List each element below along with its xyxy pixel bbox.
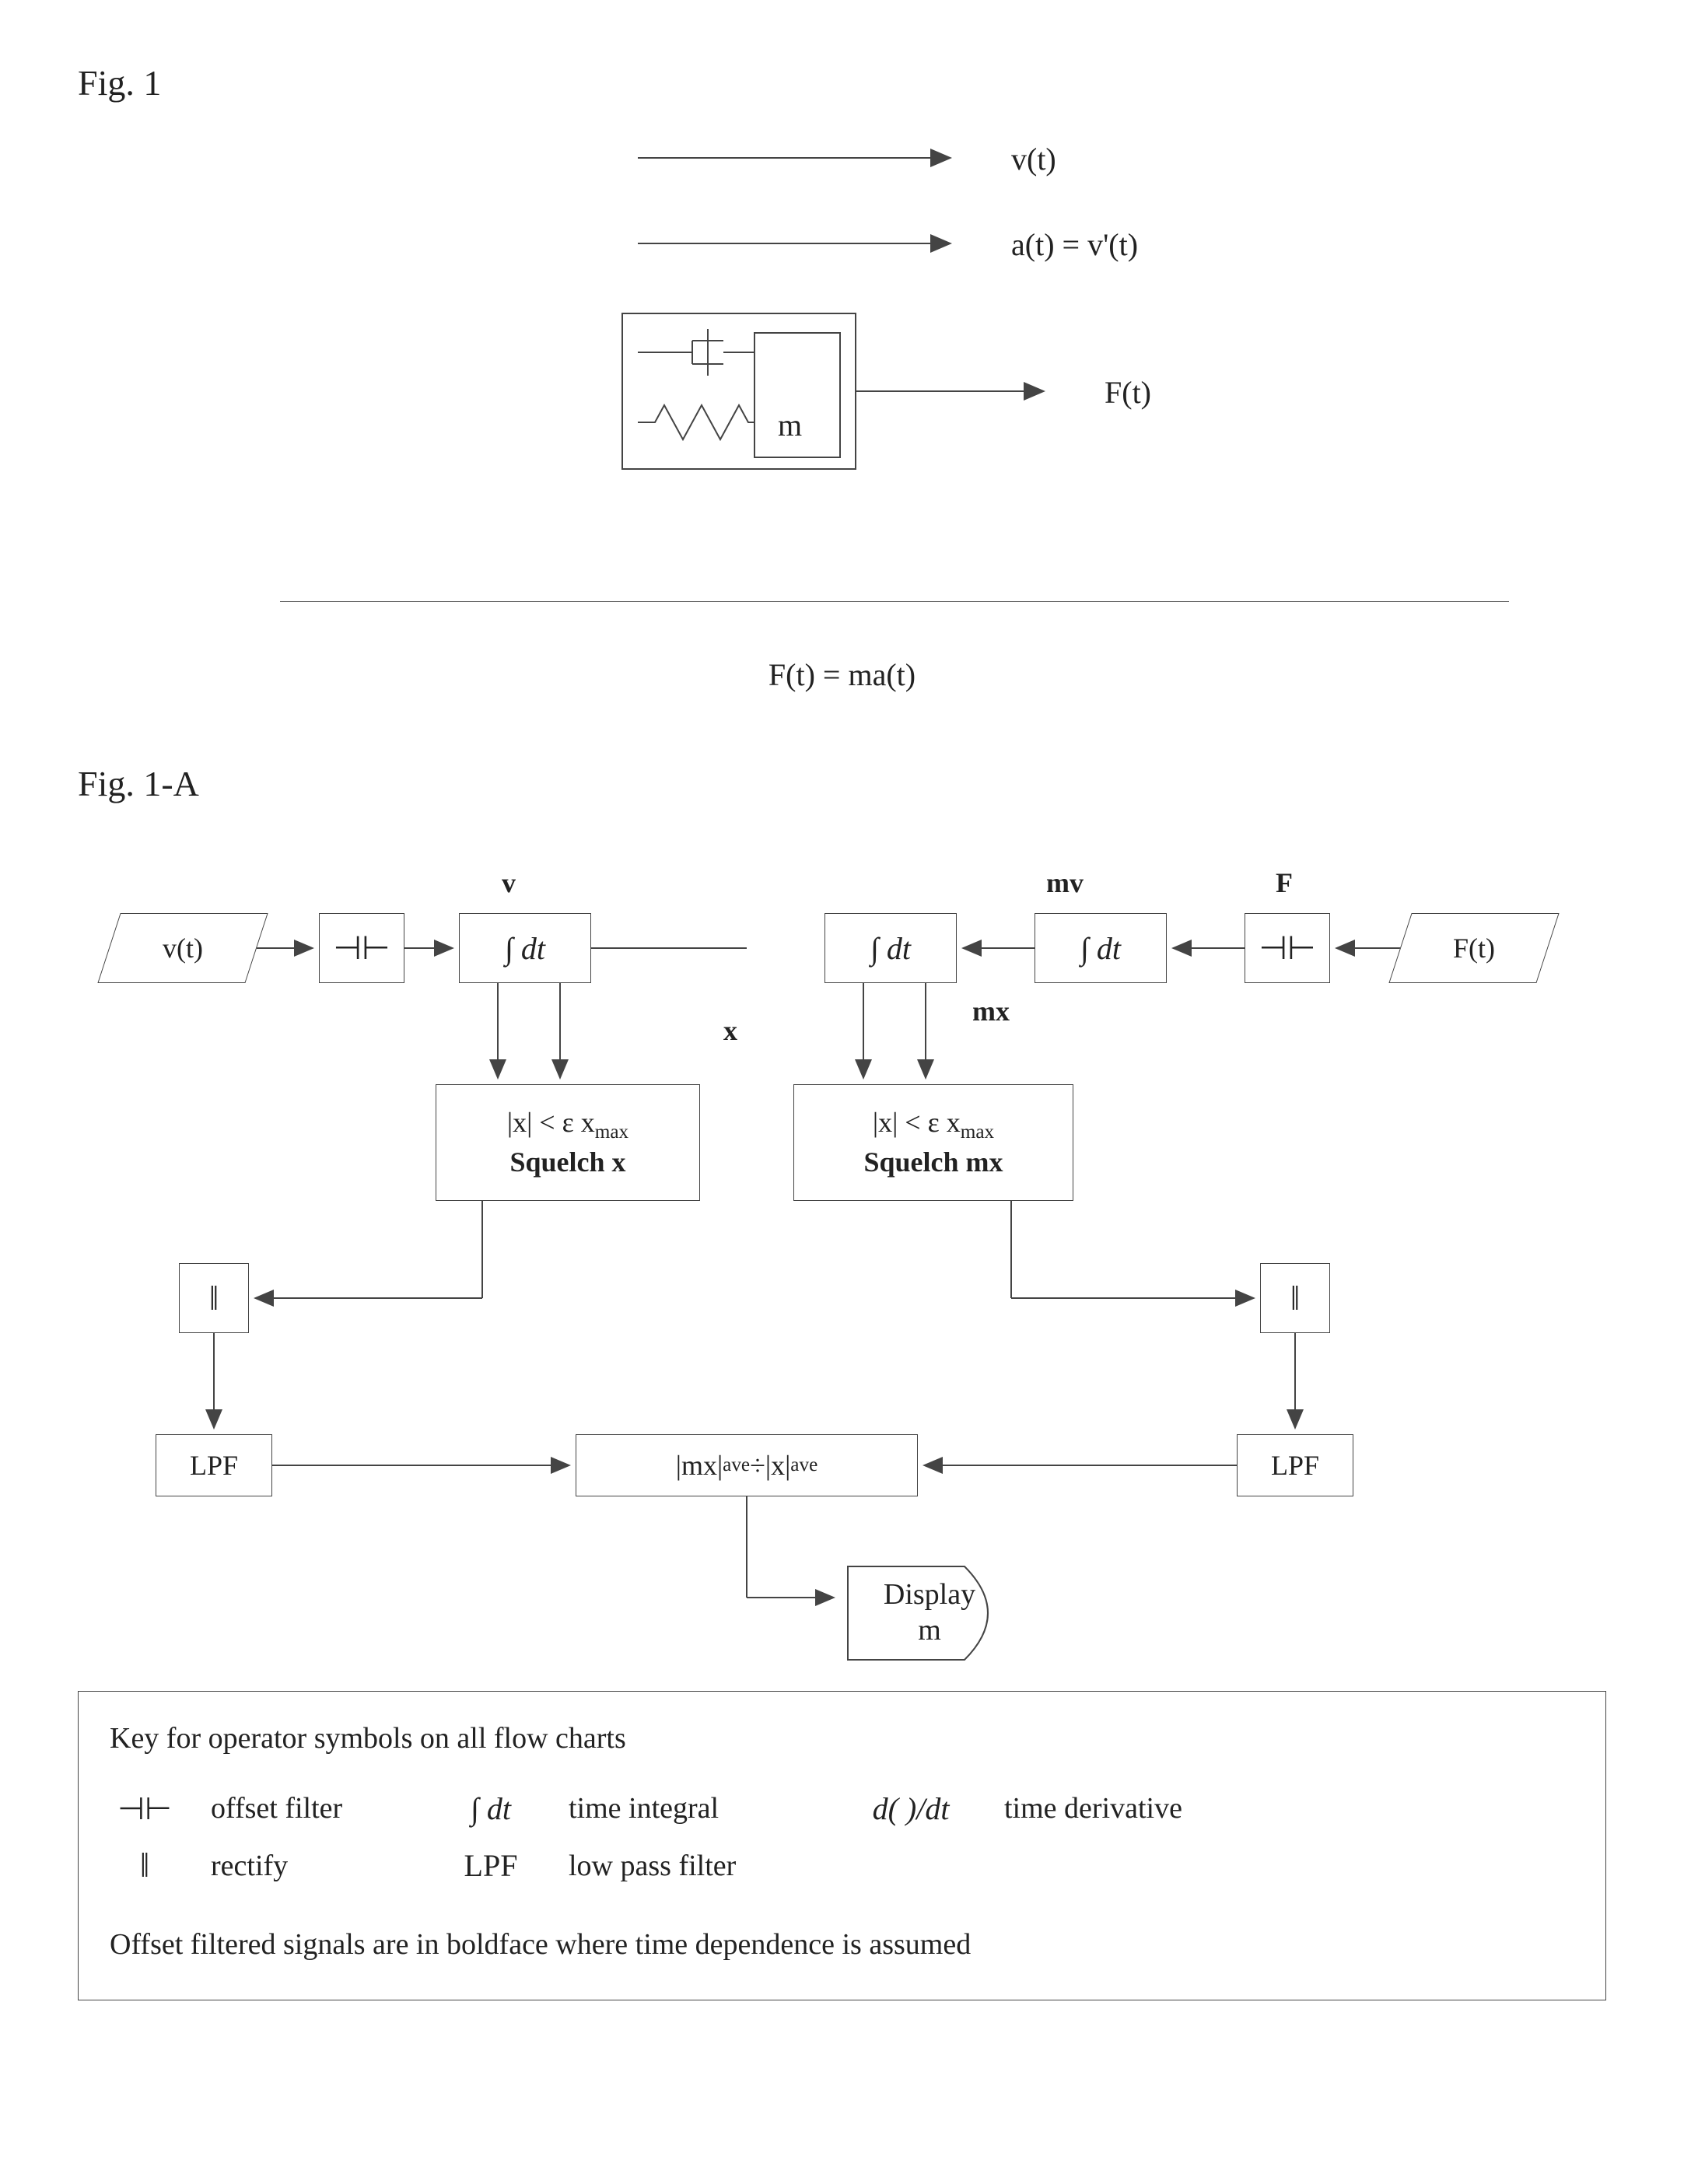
rectify-right: ‖: [1260, 1263, 1330, 1333]
annot-mv: mv: [1046, 866, 1084, 899]
key-deriv-icon: d( )/dt: [849, 1784, 973, 1834]
annot-x: x: [723, 1014, 737, 1047]
squelch-mx: |x| < ε xmax Squelch mx: [793, 1084, 1073, 1201]
key-offset-icon: ⊣⊢: [110, 1784, 180, 1834]
key-lpf-icon: LPF: [444, 1841, 537, 1891]
key-rectify-label: rectify: [211, 1843, 413, 1890]
fig1-svg: [78, 119, 1606, 539]
input-v-label: v(t): [163, 932, 203, 964]
integral-left: ∫ dt: [459, 913, 591, 983]
divider-node: |mx|ave ÷ |x|ave: [576, 1434, 918, 1496]
key-panel: Key for operator symbols on all flow cha…: [78, 1691, 1606, 2000]
fig1-label: Fig. 1: [78, 62, 1606, 103]
display-line1: Display: [884, 1577, 975, 1613]
squelch-mx-cond: |x| < ε xmax: [873, 1105, 994, 1145]
key-title: Key for operator symbols on all flow cha…: [110, 1715, 1574, 1762]
fig1-equation: F(t) = ma(t): [78, 656, 1606, 693]
annot-v: v: [502, 866, 516, 899]
display-node: Display m: [840, 1559, 1019, 1668]
lpf-right: LPF: [1237, 1434, 1353, 1496]
display-line2: m: [918, 1613, 941, 1649]
key-integral-label: time integral: [569, 1785, 817, 1832]
fig1-mass-label: m: [778, 407, 802, 443]
input-v: v(t): [97, 913, 268, 983]
offset-filter-left: ⊣⊢: [319, 913, 404, 983]
fig1a-diagram: v(t) ⊣⊢ ∫ dt ∫ dt ∫ dt ⊣⊢ F(t) |x| < ε x…: [78, 820, 1606, 1691]
fig1-a-label: a(t) = v'(t): [1011, 226, 1138, 263]
integral-right: ∫ dt: [1035, 913, 1167, 983]
fig1-divider: [280, 601, 1509, 602]
annot-mx: mx: [972, 995, 1010, 1027]
fig1a-label: Fig. 1-A: [78, 763, 1606, 804]
integral-middle: ∫ dt: [824, 913, 957, 983]
fig1-F-label: F(t): [1105, 374, 1151, 411]
fig1-v-label: v(t): [1011, 141, 1056, 177]
key-footnote: Offset filtered signals are in boldface …: [110, 1921, 1574, 1969]
key-rectify-icon: ‖: [110, 1839, 180, 1893]
annot-F: F: [1276, 866, 1293, 899]
key-integral-icon: ∫ dt: [444, 1784, 537, 1834]
input-F-label: F(t): [1453, 932, 1495, 964]
squelch-x: |x| < ε xmax Squelch x: [436, 1084, 700, 1201]
squelch-x-action: Squelch x: [509, 1145, 625, 1180]
fig1-diagram: v(t) a(t) = v'(t) m F(t): [78, 119, 1606, 601]
offset-filter-right: ⊣⊢: [1245, 913, 1330, 983]
squelch-mx-action: Squelch mx: [863, 1145, 1003, 1180]
rectify-left: ‖: [179, 1263, 249, 1333]
key-lpf-label: low pass filter: [569, 1843, 817, 1890]
lpf-left: LPF: [156, 1434, 272, 1496]
squelch-x-cond: |x| < ε xmax: [507, 1105, 628, 1145]
input-F: F(t): [1388, 913, 1559, 983]
key-offset-label: offset filter: [211, 1785, 413, 1832]
key-deriv-label: time derivative: [1004, 1785, 1182, 1832]
